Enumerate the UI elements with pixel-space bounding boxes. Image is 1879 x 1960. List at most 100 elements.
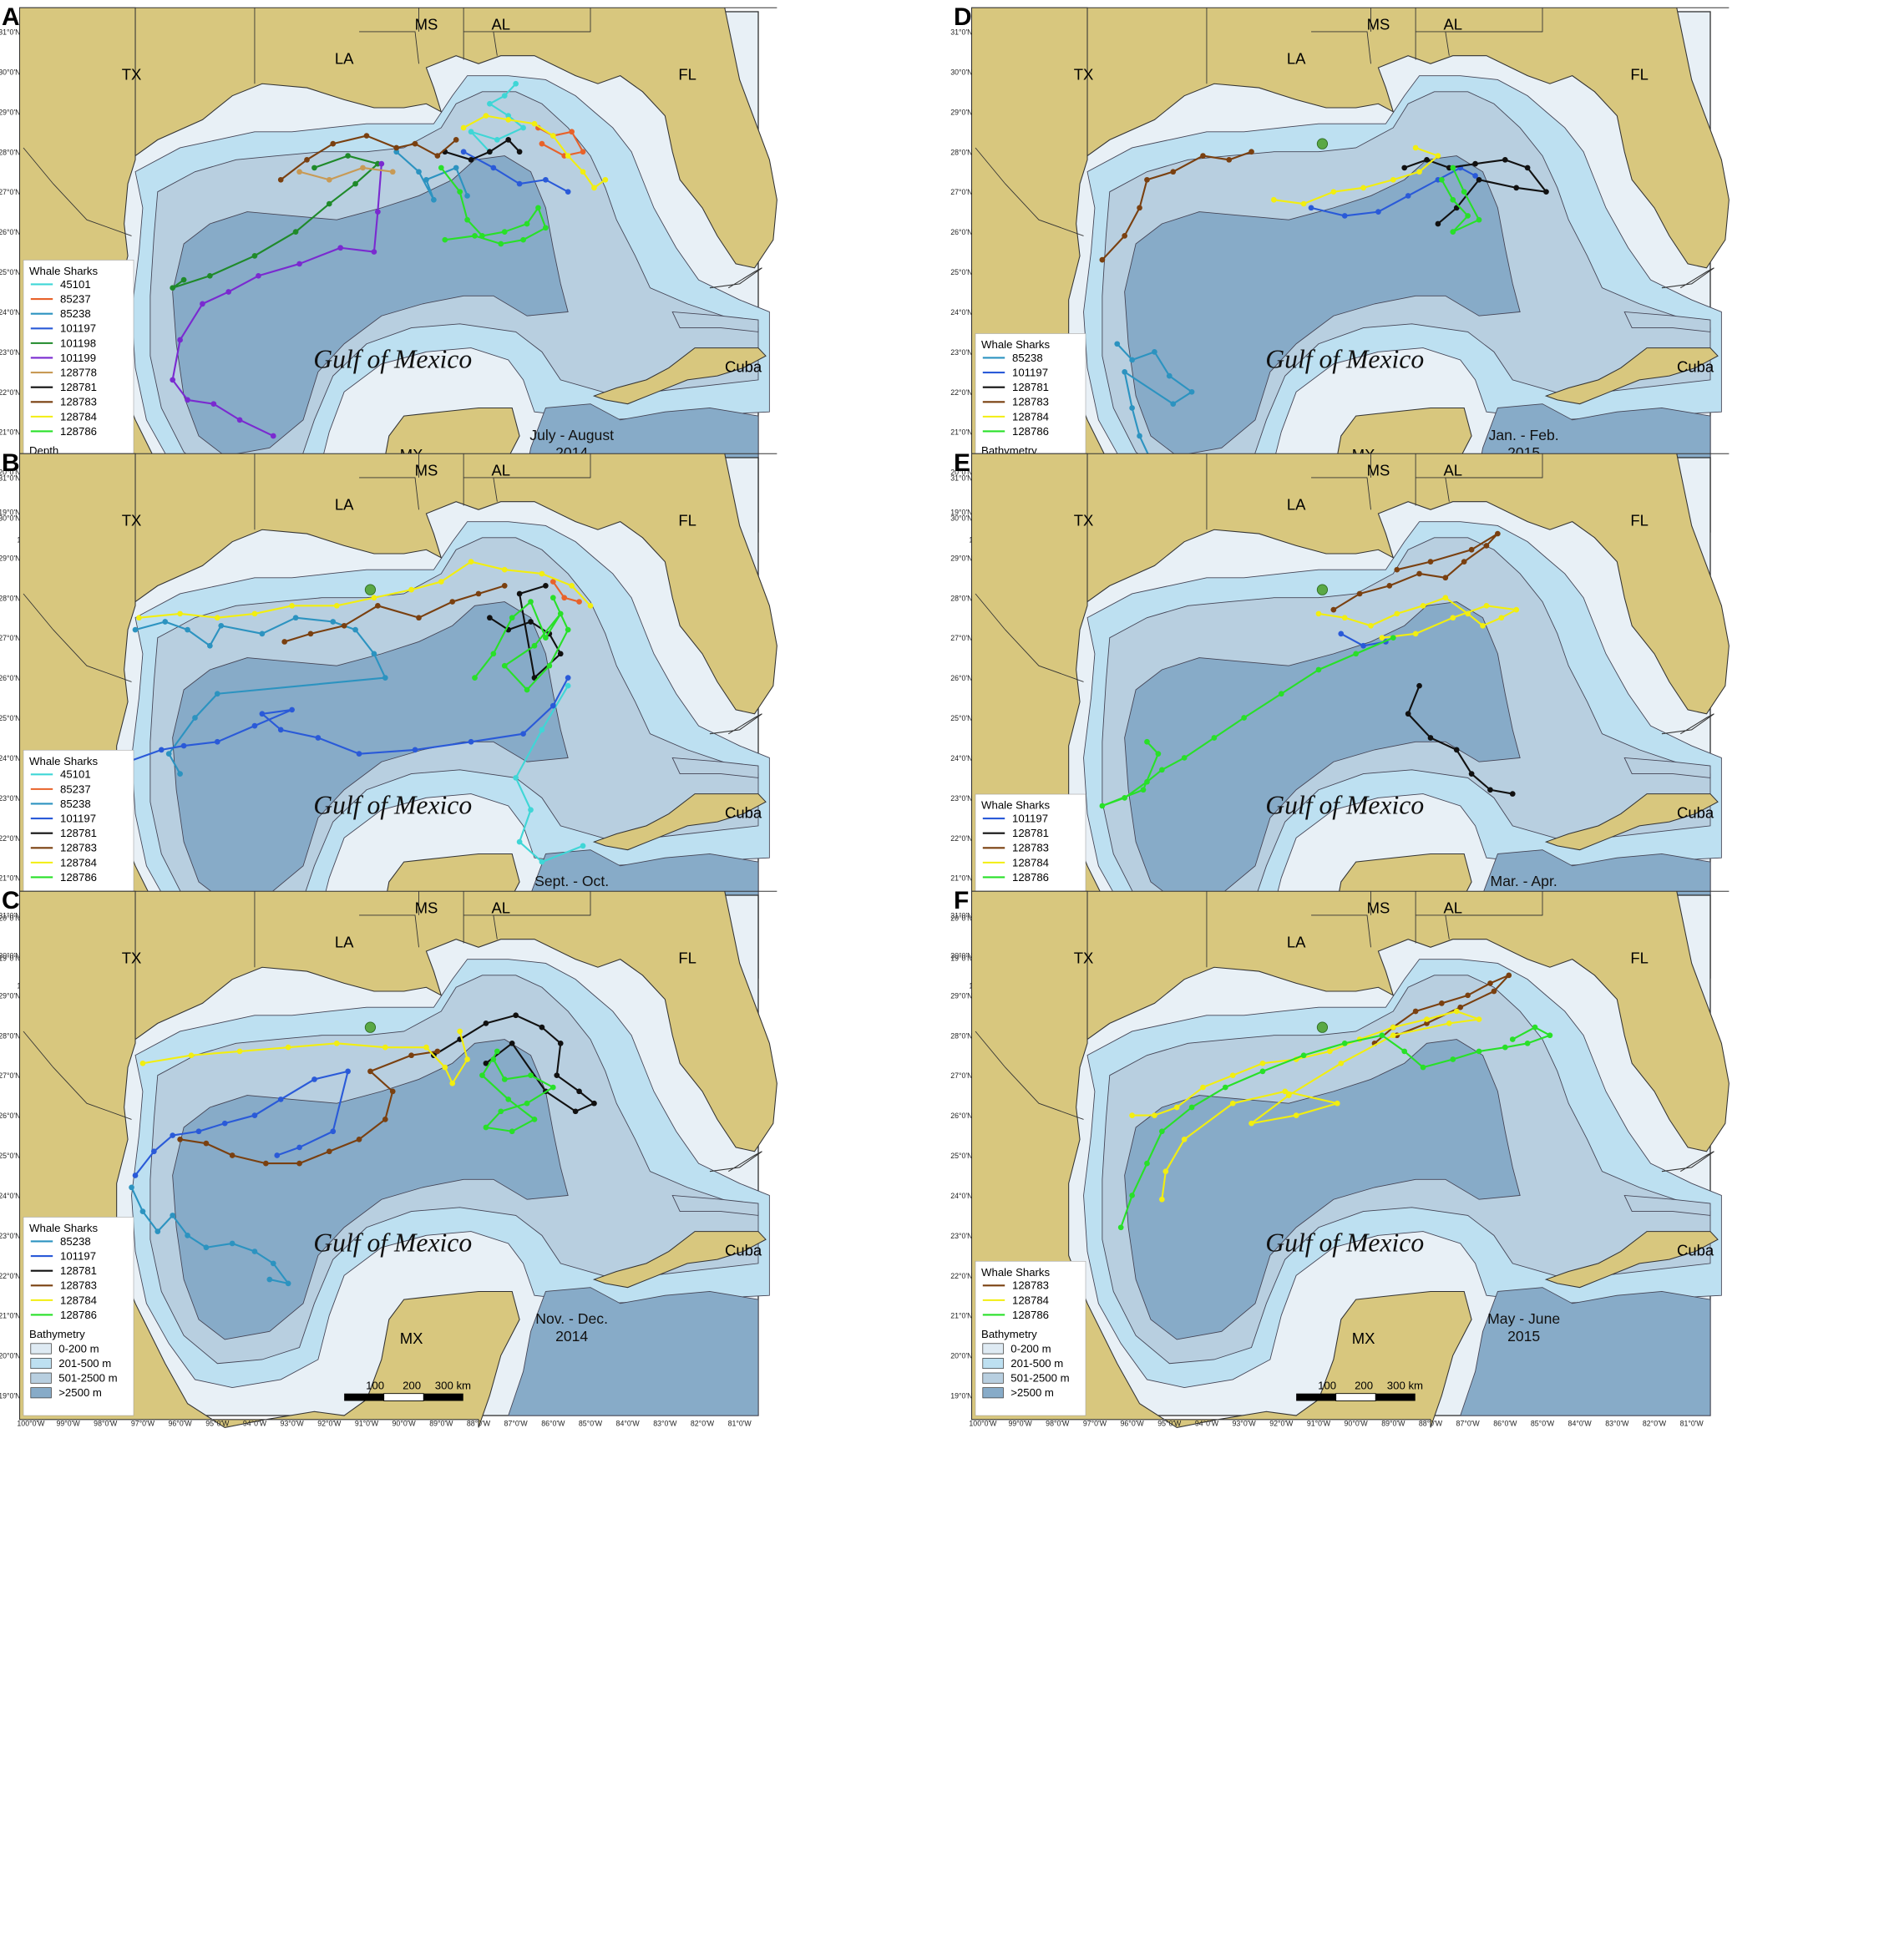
lat-tick-label: 22°0'N [950, 1272, 972, 1280]
track-line-128784 [139, 560, 591, 619]
depth-swatch [30, 1358, 52, 1370]
track-point-128781 [516, 149, 523, 155]
track-point-128781 [539, 1024, 545, 1031]
lon-tick-label: 97°0'W [1083, 1419, 1107, 1427]
track-point-45101 [513, 80, 519, 87]
legend-item-128781: 128781 [1012, 381, 1049, 393]
track-line-101197 [134, 1070, 349, 1177]
track-point-101197 [345, 1068, 351, 1075]
lat-tick-label: 20°0'N [0, 468, 20, 477]
lat-tick-label: 19°0'N [0, 509, 20, 517]
track-128783 [1330, 530, 1501, 613]
depth-class-label: 501-2500 m [1010, 1372, 1069, 1385]
track-point-128786 [1401, 1048, 1408, 1055]
lon-tick-label: 94°0'W [243, 1419, 267, 1427]
track-point-128784 [1476, 1016, 1482, 1022]
lat-tick-label: 21°0'N [950, 874, 972, 883]
legend-item-101197: 101197 [1012, 812, 1048, 824]
lat-tick-label: 28°0'N [950, 594, 972, 602]
legend-item-128786: 128786 [60, 871, 97, 884]
track-128784 [1271, 144, 1441, 207]
track-point-128781 [1509, 791, 1516, 797]
track-point-85238 [218, 622, 225, 629]
track-point-101197 [356, 751, 362, 757]
track-point-128784 [569, 583, 575, 589]
caribbean-deep-water [1460, 1287, 1711, 1416]
track-point-128784 [1453, 1008, 1460, 1015]
track-point-128786 [1181, 755, 1188, 761]
period-label: Nov. - Dec. 2014 [535, 1310, 608, 1345]
track-point-128781 [1513, 185, 1520, 191]
legend-item-128784: 128784 [1012, 856, 1049, 869]
track-point-128786 [546, 662, 553, 669]
state-label-la: LA [335, 49, 354, 67]
lat-tick-label: 23°0'N [950, 1232, 972, 1240]
track-point-128784 [449, 1080, 456, 1086]
state-label-ms: MS [415, 899, 438, 917]
track-point-85238 [270, 1260, 276, 1267]
track-point-128784 [1480, 622, 1486, 629]
track-128786 [1117, 1024, 1553, 1231]
florida-straits [671, 757, 759, 778]
track-point-101197 [520, 731, 526, 737]
track-point-101197 [277, 1096, 284, 1102]
lon-tick-label: 97°0'W [131, 1419, 155, 1427]
track-point-128784 [550, 133, 556, 139]
track-point-128784 [468, 559, 474, 565]
track-point-128783 [1457, 1004, 1464, 1010]
track-point-128784 [177, 610, 183, 617]
track-point-101197 [180, 742, 187, 749]
panel-letter: F [954, 887, 969, 914]
track-point-128783 [263, 1160, 269, 1167]
track-point-128786 [1222, 1084, 1228, 1091]
lat-tick-label: 22°0'N [0, 388, 20, 397]
track-point-128783 [1439, 1000, 1445, 1006]
lat-tick-label: 30°0'N [950, 951, 972, 960]
track-point-128786 [565, 626, 571, 633]
track-line-128784 [1274, 146, 1439, 205]
lat-tick-label: 24°0'N [0, 1192, 20, 1200]
contour-2500m [1124, 1039, 1521, 1340]
track-point-128786 [1450, 165, 1456, 171]
lon-tick-label: 96°0'W [169, 1419, 193, 1427]
track-point-128783 [416, 615, 422, 621]
track-point-128783 [341, 622, 347, 629]
track-point-85238 [464, 193, 470, 199]
lat-tick-label: 30°0'N [950, 68, 972, 76]
track-point-128786 [1155, 751, 1162, 757]
land-united-states [970, 7, 1730, 269]
lon-tick-label: 94°0'W [1195, 1419, 1219, 1427]
track-128786 [472, 595, 571, 693]
track-point-128786 [498, 241, 504, 247]
legend-title: Whale Sharks [981, 1266, 1050, 1279]
track-point-128783 [1468, 546, 1475, 553]
lat-tick-label: 30°0'N [0, 951, 20, 960]
gulf-label: Gulf of Mexico [313, 345, 472, 374]
track-point-128784 [1129, 1112, 1135, 1118]
legend-item-128784: 128784 [60, 856, 97, 869]
track-point-128786 [479, 233, 485, 239]
track-point-85237 [561, 595, 568, 601]
legend-item-101197: 101197 [1012, 366, 1048, 378]
state-label-ms: MS [1367, 462, 1390, 479]
track-point-85238 [1152, 349, 1157, 355]
track-point-128784 [1330, 189, 1337, 195]
lat-tick-label: 21°0'N [0, 874, 20, 883]
track-point-101197 [565, 189, 571, 195]
legend-item-128786: 128786 [1012, 871, 1049, 884]
track-point-85238 [154, 1228, 161, 1234]
track-point-101197 [1308, 205, 1314, 211]
florida-keys [1661, 713, 1714, 735]
track-point-128784 [1173, 1104, 1180, 1111]
track-101197 [460, 149, 571, 195]
track-point-101197 [1375, 209, 1381, 215]
legend-item-101197: 101197 [60, 1249, 96, 1262]
track-point-128784 [214, 615, 220, 621]
state-label-al: AL [491, 462, 510, 479]
track-point-128783 [1491, 988, 1497, 995]
legend-item-85238: 85238 [60, 1235, 91, 1248]
track-point-128783 [1226, 156, 1233, 163]
track-point-128784 [1498, 615, 1505, 621]
lat-tick-label: 22°0'N [0, 834, 20, 843]
